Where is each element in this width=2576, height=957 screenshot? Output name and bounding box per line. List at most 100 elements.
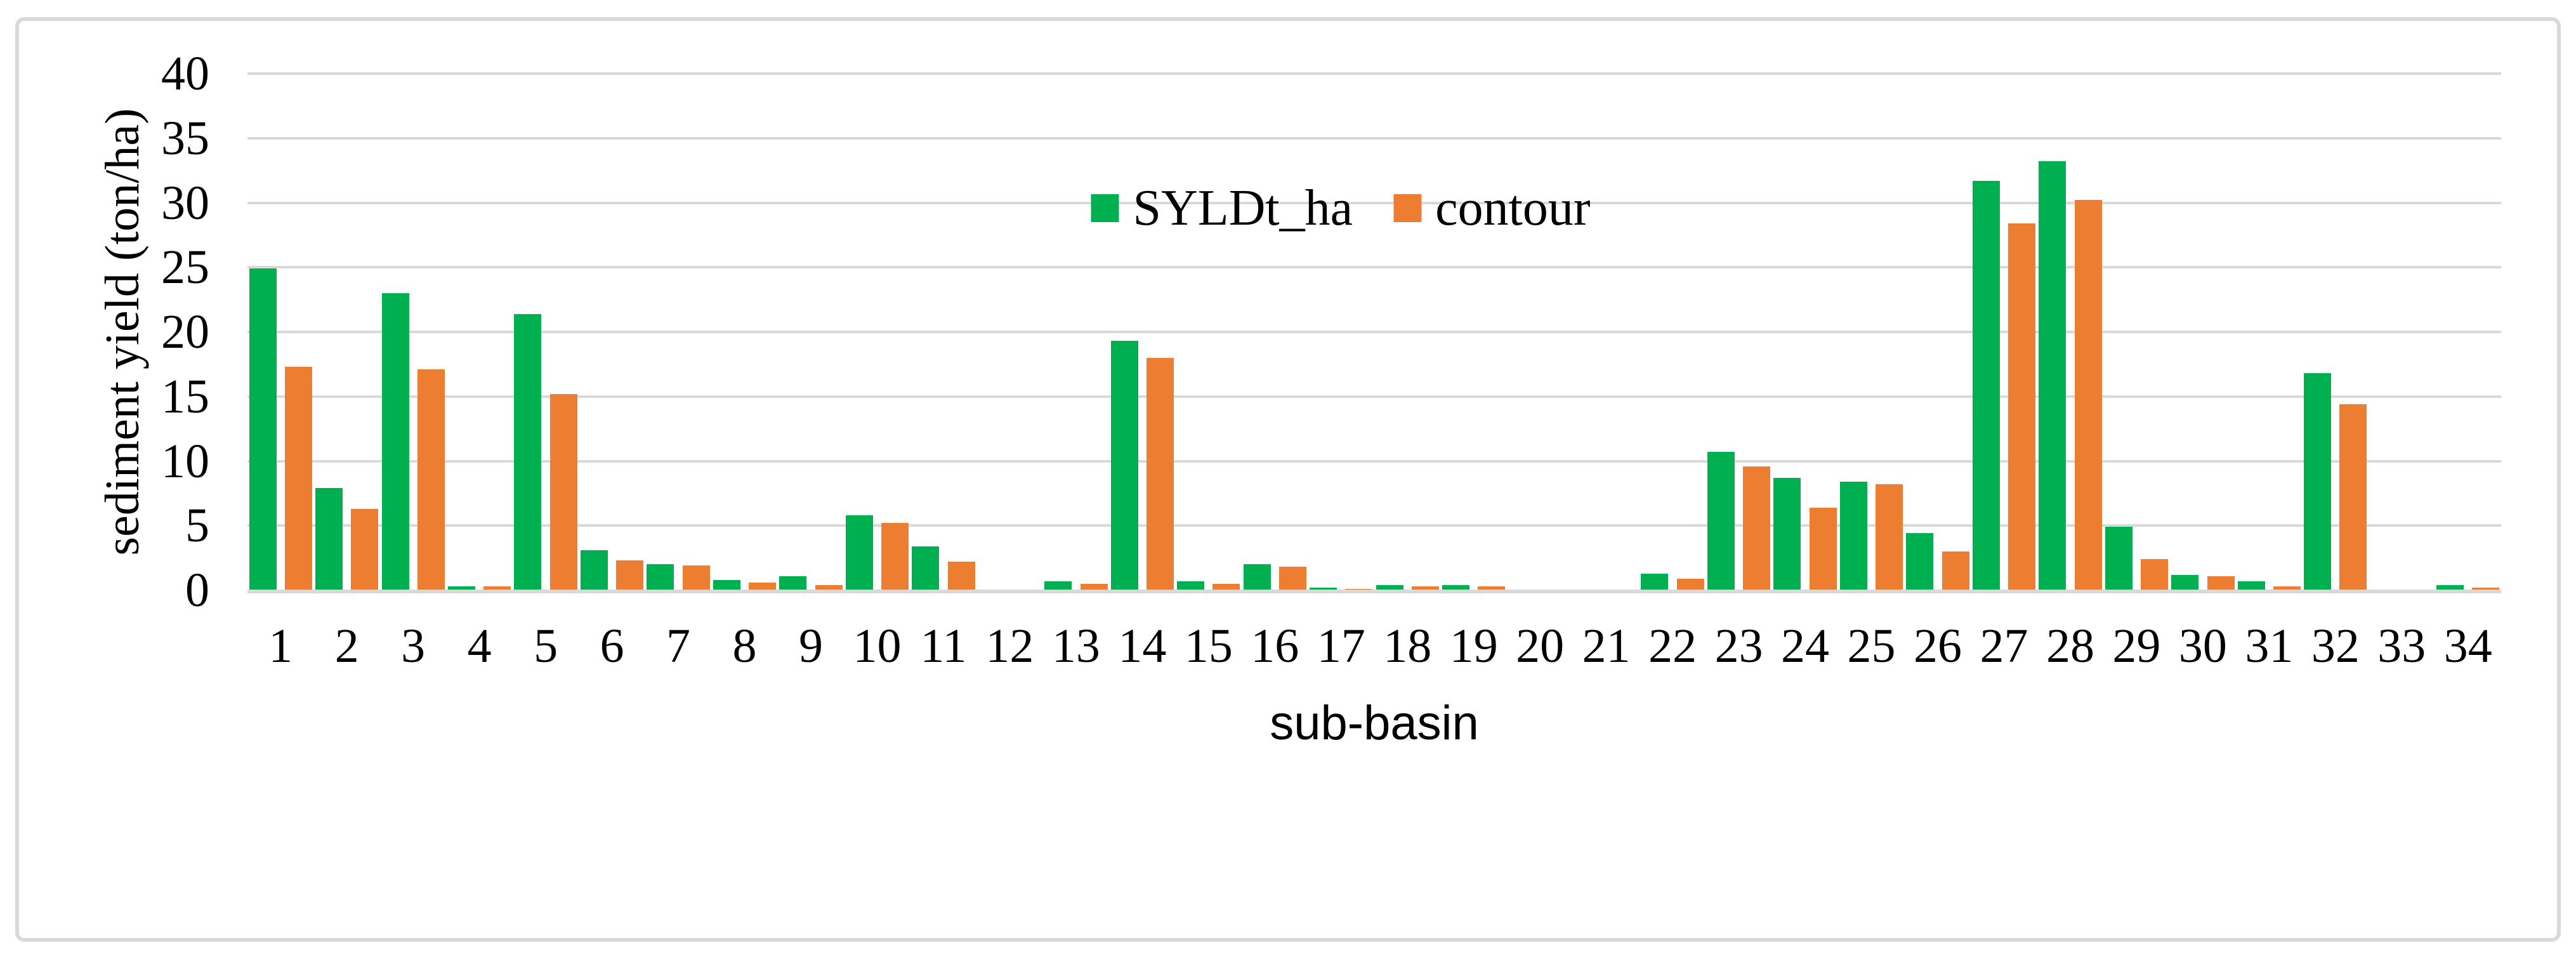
bar-contour-29	[2141, 559, 2169, 590]
x-tick-label-21: 21	[1582, 619, 1631, 673]
bar-SYLDt_ha-18	[1376, 584, 1403, 590]
bar-contour-5	[549, 393, 577, 590]
bar-SYLDt_ha-13	[1044, 581, 1072, 590]
x-tick-label-32: 32	[2311, 619, 2360, 673]
x-tick-label-23: 23	[1714, 619, 1763, 673]
y-tick-label-15: 15	[161, 369, 209, 423]
bar-contour-4	[483, 586, 511, 590]
bar-contour-15	[1212, 583, 1240, 590]
bar-contour-13	[1080, 583, 1108, 590]
legend-item-contour: contour	[1393, 180, 1591, 236]
x-tick-label-27: 27	[1980, 619, 2028, 673]
bar-SYLDt_ha-22	[1641, 573, 1669, 590]
x-tick-label-29: 29	[2112, 619, 2161, 673]
x-axis-line	[247, 590, 2501, 593]
bar-contour-2	[351, 508, 379, 590]
y-tick-label-25: 25	[161, 241, 209, 294]
bar-SYLDt_ha-23	[1707, 452, 1735, 590]
bar-SYLDt_ha-30	[2171, 574, 2199, 590]
gridline-y-40	[247, 72, 2501, 75]
x-tick-label-14: 14	[1118, 619, 1167, 673]
x-tick-label-25: 25	[1847, 619, 1896, 673]
x-tick-label-34: 34	[2443, 619, 2492, 673]
bar-SYLDt_ha-4	[448, 586, 475, 590]
y-tick-label-5: 5	[185, 499, 209, 553]
gridline-y-10	[247, 459, 2501, 463]
x-tick-label-4: 4	[467, 619, 492, 673]
bar-contour-6	[616, 560, 644, 590]
bar-contour-31	[2273, 586, 2301, 590]
x-tick-label-22: 22	[1648, 619, 1697, 673]
x-tick-label-8: 8	[732, 619, 757, 673]
gridline-y-5	[247, 524, 2501, 527]
bar-contour-27	[2008, 223, 2036, 590]
bar-SYLDt_ha-24	[1773, 477, 1801, 590]
bar-SYLDt_ha-3	[381, 293, 409, 590]
gridline-y-35	[247, 136, 2501, 140]
bar-SYLDt_ha-8	[713, 579, 740, 590]
bar-contour-8	[749, 582, 777, 590]
y-tick-label-35: 35	[161, 111, 209, 165]
y-tick-label-20: 20	[161, 305, 209, 359]
x-tick-label-11: 11	[920, 619, 967, 673]
bar-SYLDt_ha-9	[779, 576, 807, 590]
x-tick-label-28: 28	[2046, 619, 2094, 673]
bar-SYLDt_ha-26	[1906, 533, 1934, 590]
legend-label-SYLDt_ha: SYLDt_ha	[1133, 180, 1353, 236]
bar-SYLDt_ha-32	[2304, 373, 2332, 590]
bar-contour-18	[1411, 586, 1439, 590]
x-tick-label-18: 18	[1383, 619, 1432, 673]
x-tick-label-17: 17	[1317, 619, 1365, 673]
bar-contour-7	[682, 565, 710, 590]
x-axis-title: sub-basin	[1270, 696, 1479, 750]
x-tick-label-12: 12	[985, 619, 1034, 673]
bar-SYLDt_ha-5	[514, 314, 542, 590]
bar-contour-11	[947, 562, 975, 590]
bar-contour-19	[1478, 586, 1506, 590]
x-tick-label-6: 6	[600, 619, 624, 673]
bar-SYLDt_ha-1	[249, 268, 277, 590]
bar-SYLDt_ha-10	[845, 515, 873, 590]
bar-SYLDt_ha-28	[2039, 161, 2067, 590]
gridline-y-20	[247, 331, 2501, 333]
bar-contour-10	[881, 523, 909, 590]
y-tick-label-0: 0	[185, 564, 209, 617]
legend-label-contour: contour	[1435, 180, 1591, 236]
x-tick-label-33: 33	[2377, 619, 2426, 673]
bar-SYLDt_ha-14	[1110, 341, 1138, 590]
bar-SYLDt_ha-7	[647, 564, 674, 590]
x-tick-label-30: 30	[2178, 619, 2227, 673]
bar-contour-14	[1147, 357, 1174, 590]
chart-legend: SYLDt_ha contour	[1091, 180, 1591, 236]
bar-contour-28	[2074, 200, 2102, 590]
bar-SYLDt_ha-27	[1972, 180, 2000, 590]
bar-SYLDt_ha-16	[1243, 564, 1271, 590]
bar-SYLDt_ha-6	[580, 550, 608, 590]
y-tick-label-40: 40	[161, 47, 209, 100]
gridline-y-25	[247, 266, 2501, 269]
bar-SYLDt_ha-29	[2105, 527, 2132, 590]
bar-SYLDt_ha-31	[2237, 581, 2265, 590]
x-tick-label-5: 5	[534, 619, 558, 673]
bar-SYLDt_ha-2	[315, 488, 343, 590]
legend-item-SYLDt_ha: SYLDt_ha	[1091, 183, 1353, 234]
bar-contour-17	[1345, 588, 1373, 590]
bar-SYLDt_ha-25	[1839, 482, 1867, 590]
bar-SYLDt_ha-17	[1310, 587, 1337, 590]
y-tick-label-30: 30	[161, 176, 209, 230]
bar-SYLDt_ha-34	[2436, 584, 2464, 590]
bar-contour-22	[1676, 578, 1704, 590]
bar-contour-3	[417, 369, 445, 590]
x-tick-label-26: 26	[1913, 619, 1962, 673]
bar-contour-24	[1809, 507, 1837, 590]
bar-contour-26	[1942, 551, 1969, 590]
bar-SYLDt_ha-19	[1442, 584, 1470, 590]
gridline-y-30	[247, 201, 2501, 204]
bar-contour-1	[284, 366, 312, 590]
x-tick-label-24: 24	[1781, 619, 1830, 673]
x-tick-label-10: 10	[853, 619, 902, 673]
bar-contour-32	[2339, 404, 2367, 590]
bar-SYLDt_ha-15	[1177, 581, 1205, 590]
bar-contour-9	[815, 584, 843, 590]
